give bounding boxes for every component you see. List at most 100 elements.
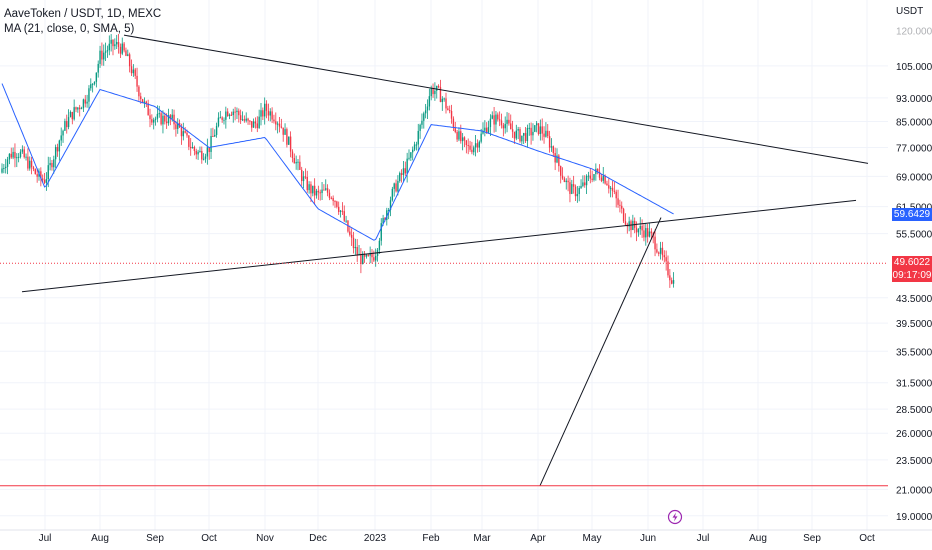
candle-body — [447, 108, 449, 111]
candle-body — [530, 127, 532, 136]
candle-body — [202, 158, 205, 160]
candle-body — [47, 165, 49, 180]
candle-body — [641, 225, 643, 231]
candle-body — [391, 188, 394, 201]
candle-body — [214, 134, 216, 137]
candle-body — [493, 115, 495, 125]
candle-body — [547, 130, 549, 137]
candle-body — [29, 160, 31, 169]
candle-body — [286, 129, 288, 145]
candle-body — [484, 127, 486, 131]
candle-body — [410, 152, 412, 158]
candle-body — [524, 133, 527, 142]
lightning-icon[interactable] — [667, 509, 683, 525]
candle-body — [585, 176, 588, 186]
candle-body — [12, 151, 14, 158]
candle-body — [321, 189, 323, 194]
candle-body — [628, 221, 630, 227]
ma-price-tag: 59.6429 — [892, 207, 932, 221]
candle-body — [180, 127, 183, 137]
candle-body — [264, 103, 266, 117]
candle-body — [574, 186, 577, 197]
candle-body — [369, 253, 371, 256]
candle-body — [123, 43, 125, 51]
candle-body — [345, 220, 347, 222]
candle-body — [153, 119, 155, 123]
candle-body — [191, 147, 194, 149]
candle-body — [497, 114, 499, 120]
candle-body — [147, 103, 149, 116]
price-tick-label: 23.5000 — [896, 456, 932, 467]
candle-body — [45, 179, 48, 183]
candle-body — [498, 119, 501, 121]
candle-body — [304, 176, 307, 178]
candle-body — [615, 191, 617, 199]
candle-body — [114, 44, 116, 47]
candle-body — [548, 136, 551, 148]
candle-body — [328, 192, 331, 198]
candle-body — [275, 121, 277, 125]
candle-body — [617, 198, 619, 205]
candle-body — [175, 124, 177, 129]
indicator-line[interactable]: MA (21, close, 0, SMA, 5) — [4, 23, 135, 35]
candle-body — [469, 145, 471, 150]
candle-body — [417, 130, 419, 145]
candle-body — [334, 201, 336, 203]
time-tick-label: Dec — [309, 533, 327, 544]
candle-body — [482, 130, 484, 134]
candle-body — [458, 131, 460, 140]
candle-body — [97, 63, 99, 73]
price-tick-label: 85.0000 — [896, 117, 932, 128]
candle-body — [269, 111, 271, 116]
candle-body — [397, 180, 399, 192]
candle-body — [384, 218, 386, 220]
candle-body — [413, 144, 416, 150]
candle-body — [323, 189, 325, 191]
candle-body — [486, 127, 488, 133]
candle-body — [299, 161, 301, 170]
candle-body — [234, 111, 236, 113]
candle-body — [552, 146, 554, 154]
candle-body — [90, 84, 92, 89]
drawings[interactable] — [0, 34, 888, 487]
candle-body — [471, 149, 473, 153]
candle-body — [393, 183, 395, 189]
candle-body — [164, 115, 166, 122]
candle-body — [659, 247, 662, 254]
candle-body — [236, 110, 238, 113]
candle-body — [291, 151, 294, 158]
candle-body — [543, 133, 545, 137]
candle-body — [508, 119, 510, 124]
candle-body — [663, 255, 665, 258]
candle-body — [339, 210, 342, 212]
candle-body — [30, 160, 33, 168]
time-tick-label: Jul — [39, 533, 52, 544]
candle-body — [463, 137, 466, 141]
candle-body — [289, 136, 292, 152]
candle-body — [371, 253, 373, 258]
candle-body — [125, 50, 127, 56]
candle-body — [238, 110, 240, 116]
candle-body — [190, 146, 192, 149]
price-tick-label: 43.5000 — [896, 294, 932, 305]
symbol-line[interactable]: AaveToken / USDT, 1D, MEXC — [4, 8, 162, 20]
candle-body — [445, 98, 447, 109]
candle-body — [565, 180, 567, 183]
time-tick-label: Jun — [640, 533, 656, 544]
candle-body — [312, 185, 314, 194]
candle-body — [467, 145, 469, 147]
candle-body — [672, 280, 675, 284]
candle-body — [441, 98, 443, 103]
candle-body — [297, 161, 299, 163]
candle-body — [206, 147, 209, 157]
candle-body — [604, 175, 606, 184]
candle-body — [621, 205, 623, 209]
candle-body — [354, 247, 357, 249]
candle-body — [500, 120, 503, 126]
candle-body — [395, 183, 397, 192]
candle-body — [436, 85, 438, 91]
candle-body — [162, 115, 164, 125]
candle-body — [578, 188, 580, 195]
